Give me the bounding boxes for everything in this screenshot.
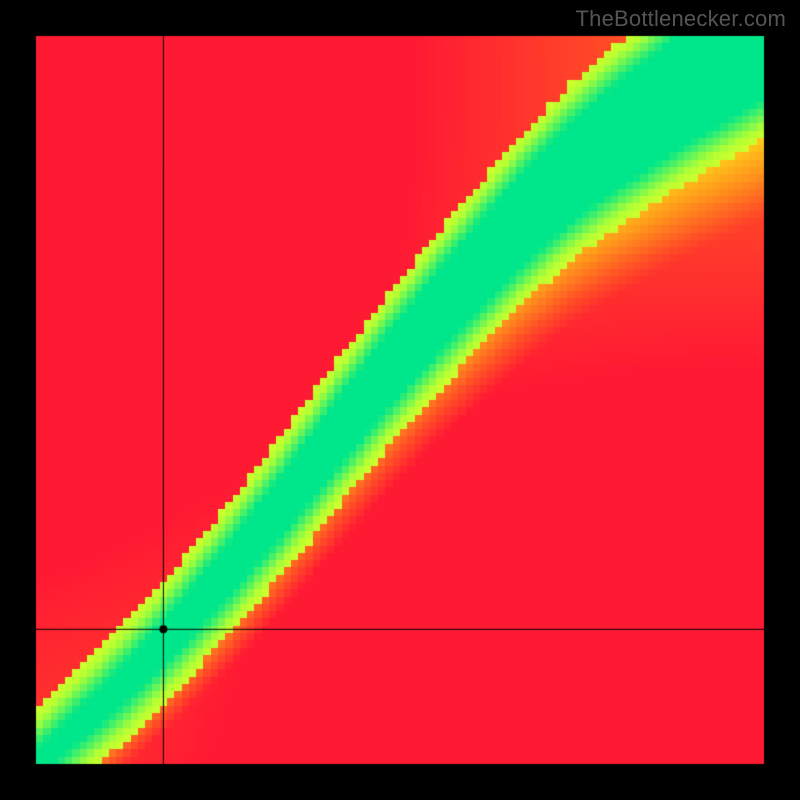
watermark-label: TheBottlenecker.com [576,6,786,32]
bottleneck-heatmap [0,0,800,800]
figure-container: TheBottlenecker.com [0,0,800,800]
